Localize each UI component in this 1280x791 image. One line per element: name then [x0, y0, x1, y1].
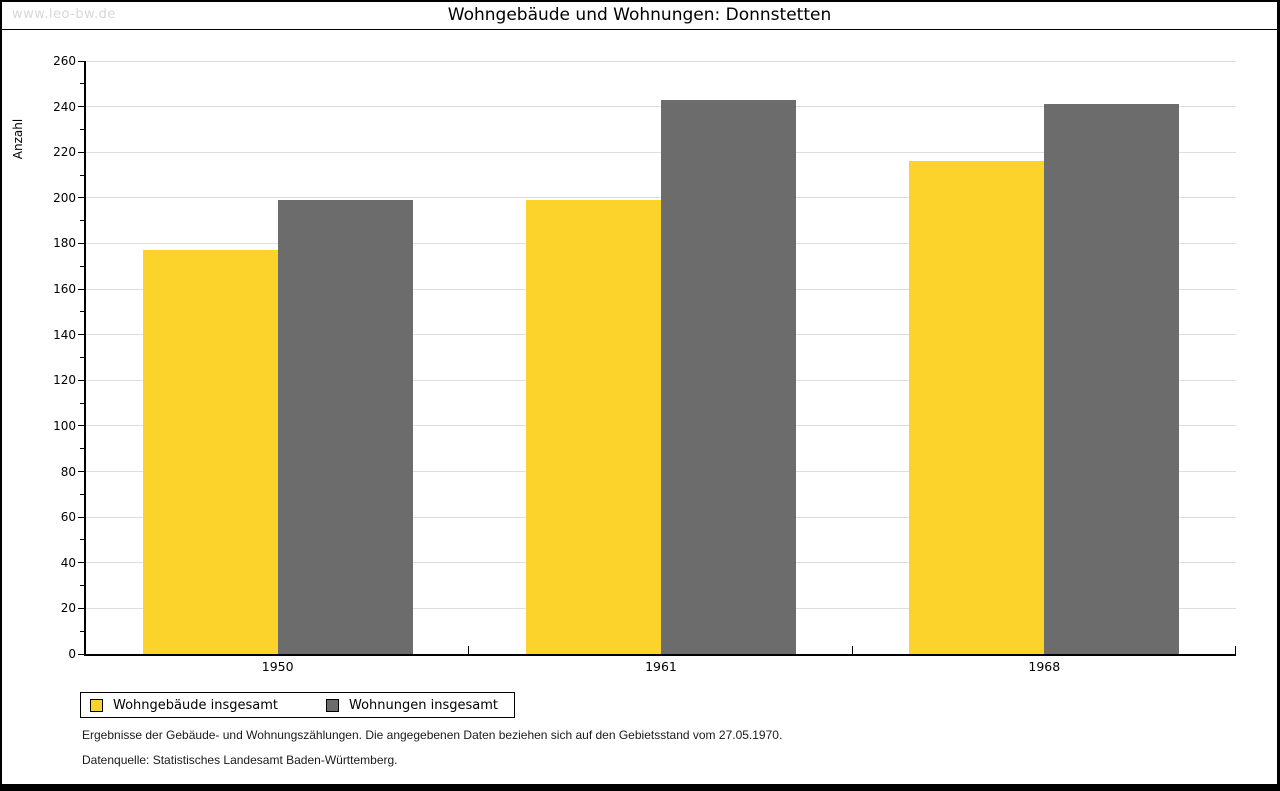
footer-source: Datenquelle: Statistisches Landesamt Bad…: [82, 753, 398, 767]
y-minor-tick: [80, 311, 84, 313]
bar-1968-s1: [1044, 104, 1180, 654]
x-boundary-tick: [1235, 646, 1236, 654]
y-minor-tick: [80, 220, 84, 222]
y-major-tick: [78, 334, 84, 336]
legend-label: Wohnungen insgesamt: [349, 697, 498, 713]
y-tick-label: 0: [68, 647, 76, 661]
y-tick-label: 240: [53, 99, 76, 114]
y-tick-label: 160: [53, 282, 76, 297]
y-minor-tick: [80, 128, 84, 130]
footer-note: Ergebnisse der Gebäude- und Wohnungszähl…: [82, 728, 783, 742]
y-axis-label: Anzahl: [11, 118, 25, 160]
y-minor-tick: [80, 448, 84, 450]
legend-swatch-yellow: [90, 698, 103, 712]
y-major-tick: [78, 242, 84, 244]
y-major-tick: [78, 151, 84, 153]
y-minor-tick: [80, 265, 84, 267]
chart-title: Wohngebäude und Wohnungen: Donnstetten: [447, 5, 832, 25]
y-major-tick: [78, 197, 84, 199]
y-tick-label: 200: [53, 190, 76, 205]
y-major-tick: [78, 653, 84, 655]
y-tick-label: 80: [60, 464, 76, 479]
legend-swatch-gray: [326, 698, 339, 712]
y-tick-label: 140: [53, 327, 76, 342]
y-major-tick: [78, 106, 84, 108]
legend-item-wohnungen: Wohnungen insgesamt: [326, 698, 498, 713]
y-tick-label: 120: [53, 373, 76, 388]
y-minor-tick: [80, 357, 84, 358]
x-tick-label: 1968: [1028, 659, 1061, 674]
y-tick-label: 100: [53, 418, 76, 433]
y-minor-tick: [80, 585, 84, 587]
y-major-tick: [78, 471, 84, 473]
y-minor-tick: [80, 83, 84, 85]
legend-item-wohngebaeude: Wohngebäude insgesamt: [90, 698, 278, 713]
bar-1950-s0: [142, 250, 278, 654]
y-major-tick: [78, 516, 84, 518]
y-minor-tick: [80, 493, 84, 495]
y-tick-label: 60: [60, 510, 76, 525]
x-boundary-tick: [851, 646, 853, 654]
legend-box: Wohngebäude insgesamt Wohnungen insgesam…: [80, 692, 515, 718]
y-major-tick: [78, 562, 84, 564]
x-boundary-tick: [468, 646, 470, 654]
y-tick-label: 220: [53, 145, 76, 160]
y-major-tick: [78, 379, 84, 381]
x-tick-label: 1961: [645, 659, 677, 674]
plot-area: Anzahl 0 20 40 60 80 100 120 140 160 180 200 220 240…: [11, 54, 1236, 674]
y-major-tick: [78, 425, 84, 427]
y-major-tick: [78, 288, 84, 290]
watermark-text: www.leo-bw.de: [12, 7, 116, 22]
y-minor-tick: [80, 539, 84, 541]
header-band: www.leo-bw.de Wohngebäude und Wohnungen:…: [2, 2, 1277, 30]
bar-1961-s1: [661, 99, 796, 654]
bar-1968-s0: [909, 161, 1045, 654]
y-tick-label: 180: [53, 236, 76, 251]
y-major-tick: [78, 60, 84, 62]
bar-1950-s1: [277, 200, 413, 654]
bar-1961-s0: [526, 200, 661, 654]
gridline: [86, 60, 1236, 62]
y-tick-label: 40: [60, 555, 76, 570]
y-minor-tick: [80, 174, 84, 176]
y-major-tick: [78, 607, 84, 609]
x-tick-label: 1950: [261, 659, 294, 674]
y-tick-label: 260: [53, 54, 76, 68]
legend-label: Wohngebäude insgesamt: [113, 697, 278, 713]
y-minor-tick: [80, 630, 84, 632]
y-minor-tick: [80, 402, 84, 404]
y-tick-label: 20: [60, 601, 76, 616]
